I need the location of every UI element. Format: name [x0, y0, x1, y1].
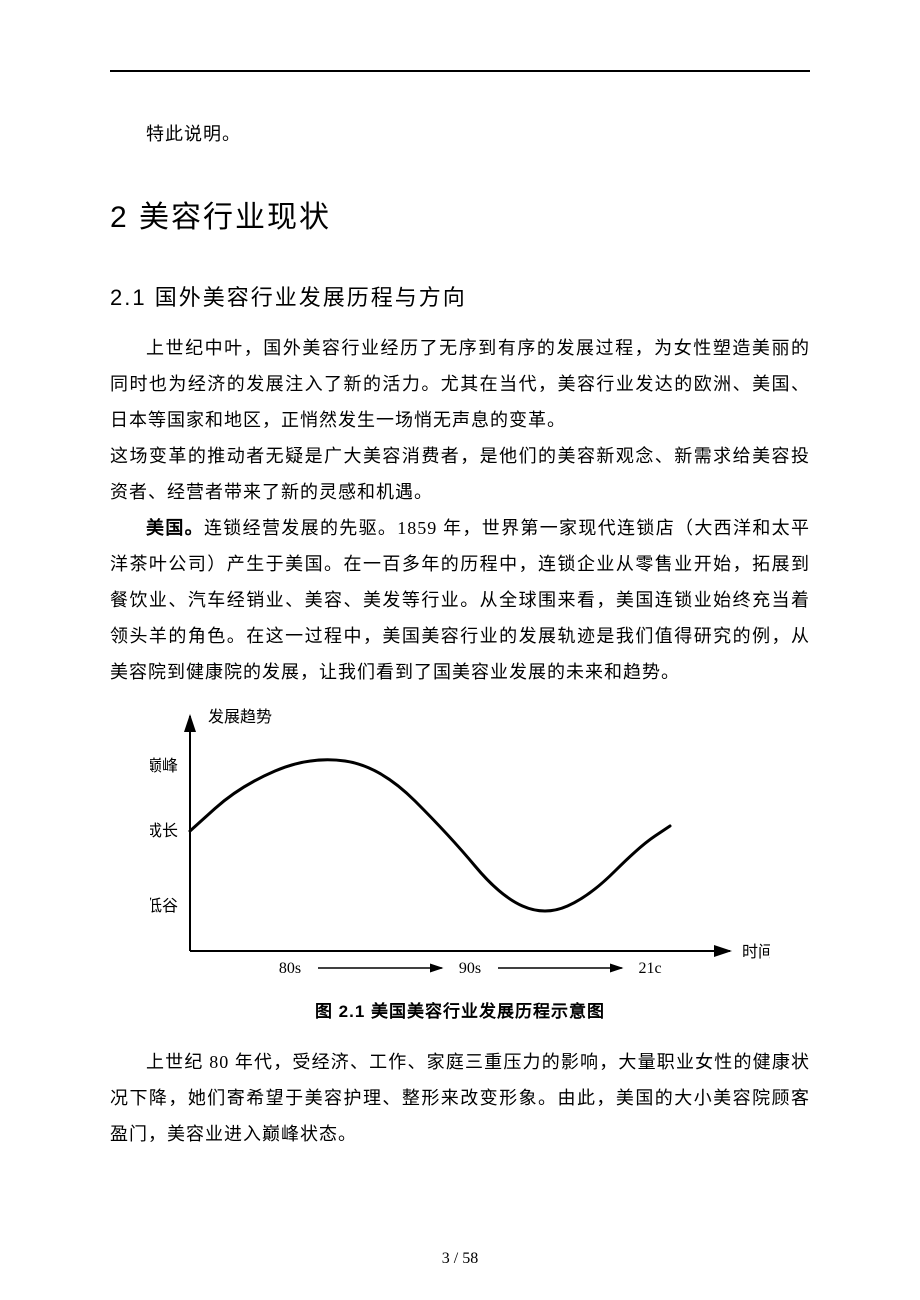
svg-text:80s: 80s: [279, 960, 301, 977]
section-heading-2: 2 美容行业现状: [110, 192, 810, 236]
svg-text:时间: 时间: [742, 943, 770, 961]
svg-text:低谷: 低谷: [150, 897, 178, 915]
svg-text:巅峰: 巅峰: [150, 757, 178, 775]
top-rule: [110, 70, 810, 72]
note-line: 特此说明。: [110, 120, 810, 146]
page-number: 3 / 58: [0, 1250, 920, 1268]
paragraph-2-lead: 美国。: [146, 518, 204, 538]
svg-text:发展趋势: 发展趋势: [208, 708, 272, 726]
paragraph-2-rest: 连锁经营发展的先驱。1859 年，世界第一家现代连锁店（大西洋和太平洋茶叶公司）…: [110, 518, 810, 682]
chart-caption: 图 2.1 美国美容行业发展历程示意图: [110, 997, 810, 1022]
trend-chart: 发展趋势时间 巅峰成长低谷 80s 90s 21c: [150, 696, 810, 991]
trend-chart-svg: 发展趋势时间 巅峰成长低谷 80s 90s 21c: [150, 696, 770, 986]
subsection-heading-2-1: 2.1 国外美容行业发展历程与方向: [110, 280, 810, 312]
paragraph-3: 上世纪 80 年代，受经济、工作、家庭三重压力的影响，大量职业女性的健康状况下降…: [110, 1044, 810, 1152]
svg-text:成长: 成长: [150, 822, 178, 840]
page: 特此说明。 2 美容行业现状 2.1 国外美容行业发展历程与方向 上世纪中叶，国…: [0, 0, 920, 1192]
svg-text:21c: 21c: [638, 960, 661, 977]
paragraph-1b: 这场变革的推动者无疑是广大美容消费者，是他们的美容新观念、新需求给美容投资者、经…: [110, 438, 810, 510]
paragraph-2: 美国。连锁经营发展的先驱。1859 年，世界第一家现代连锁店（大西洋和太平洋茶叶…: [110, 510, 810, 690]
paragraph-1a: 上世纪中叶，国外美容行业经历了无序到有序的发展过程，为女性塑造美丽的同时也为经济…: [110, 330, 810, 438]
svg-text:90s: 90s: [459, 960, 481, 977]
